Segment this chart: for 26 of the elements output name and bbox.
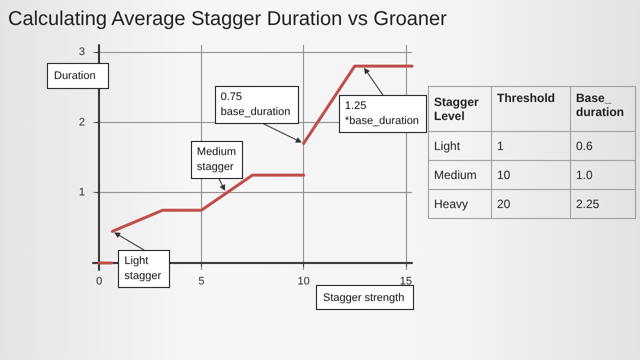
y-tick-label: 3 [78,46,85,58]
data-label: 1 [492,132,570,160]
data-label: 10 [492,160,570,190]
annotation: Medium stagger [190,140,243,179]
annotation: 0.75 base_duration [214,86,299,124]
x-axis-title: Stagger strength [323,292,404,304]
data-label: 1.0 [570,160,636,190]
annotation: Light stagger [118,250,170,288]
x-tick-label: 10 [297,276,310,288]
y-tick-label: 1 [78,186,85,199]
data-label: 0.6 [570,132,636,160]
category-label: Heavy [428,190,492,218]
x-tick-label: 15 [400,276,412,288]
chart-title: Calculating Average Stagger Duration vs Groaner [8,8,447,31]
y-tick-label: 2 [78,116,85,128]
category-label: Light [428,132,492,160]
y-axis-title: Duration [47,63,109,89]
x-tick-label: 5 [198,276,204,288]
text: Threshold [492,86,570,132]
category-label: Medium [428,160,492,190]
legend-title: Stagger Level [428,86,492,132]
x-tick-label: 0 [96,276,102,288]
data-label: 20 [492,190,570,218]
data-label: 2.25 [570,190,636,218]
annotation: 1.25 *base_duration [338,95,427,134]
text: Base_duration [570,86,636,132]
